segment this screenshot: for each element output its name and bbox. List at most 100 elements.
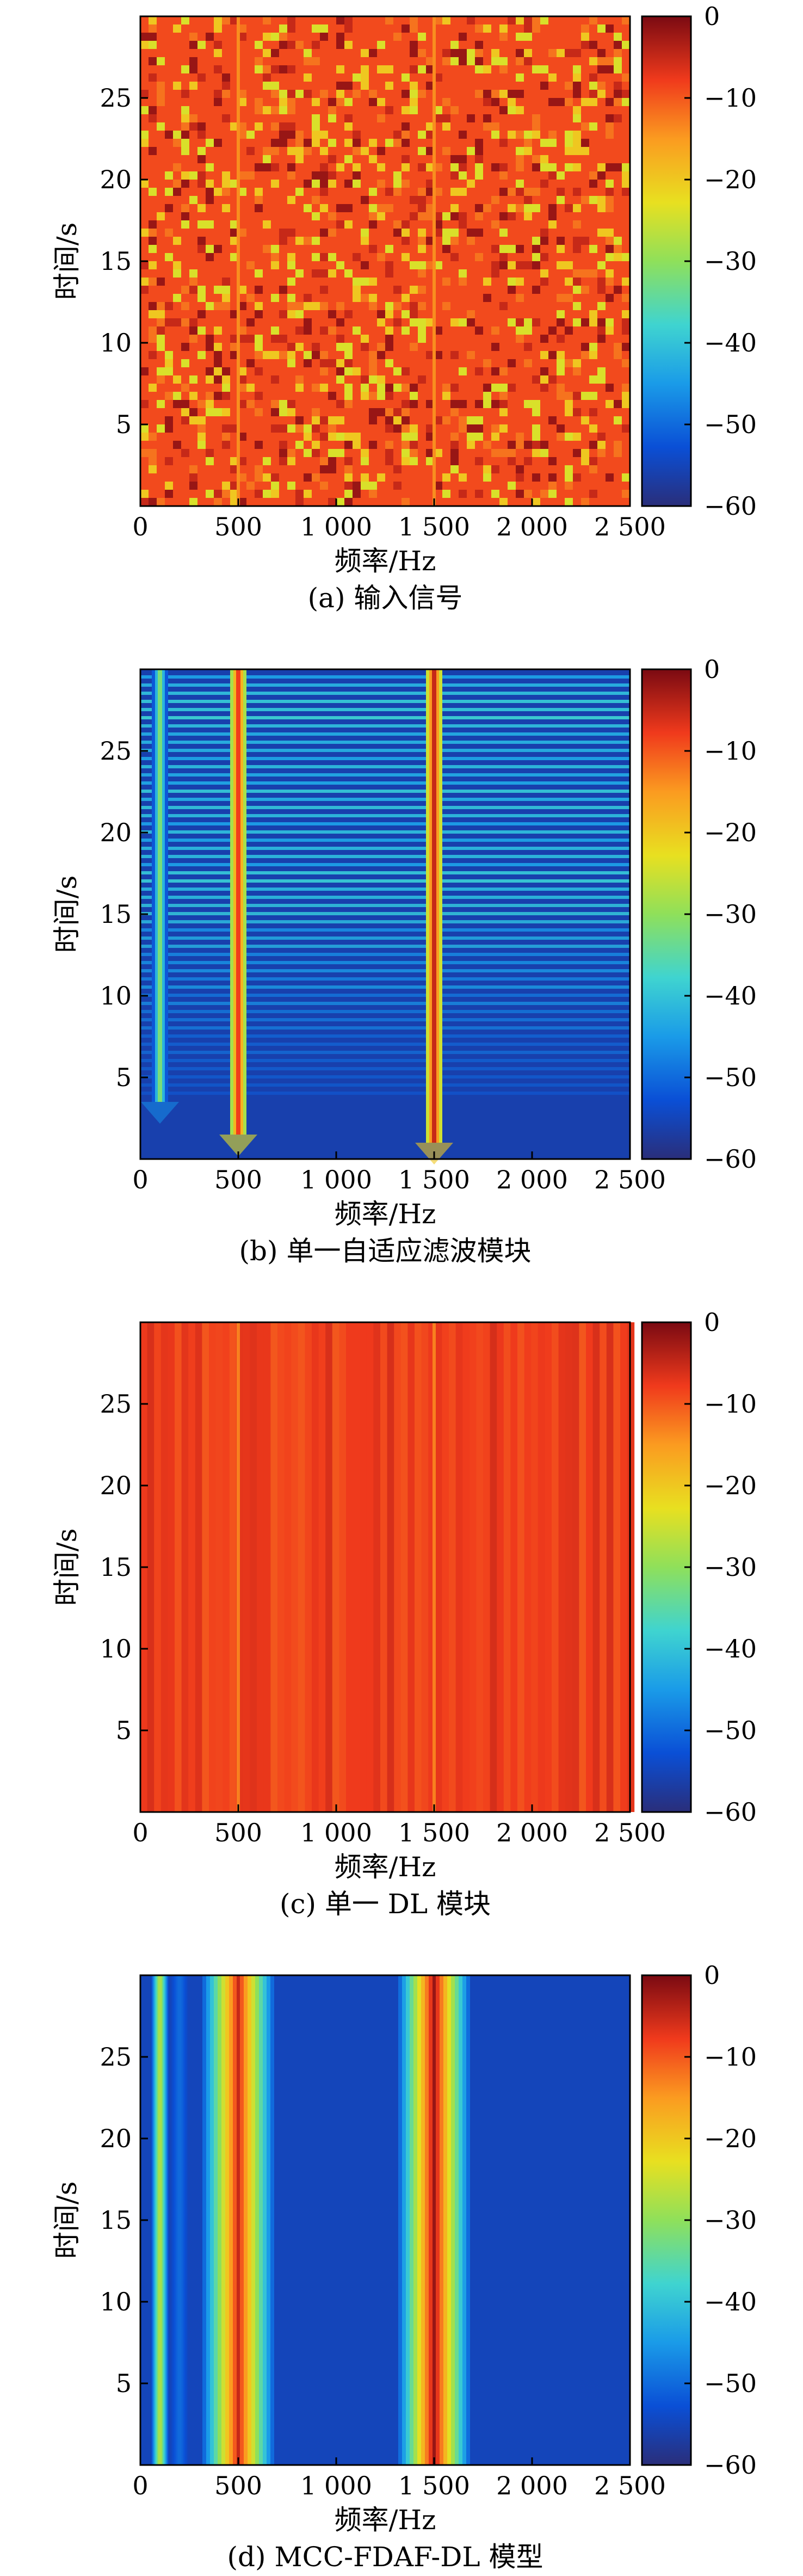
stripe <box>380 1322 388 1812</box>
noise-cell <box>279 400 287 408</box>
noise-cell <box>508 212 516 220</box>
noise-cell <box>557 196 565 204</box>
noise-cell <box>214 392 222 400</box>
spectral-line-100hz <box>141 669 179 1124</box>
noise-cell <box>312 351 320 359</box>
stripe <box>277 1322 285 1812</box>
noise-cell <box>353 490 361 498</box>
noise-cell <box>524 188 532 196</box>
noise-cell <box>597 90 606 98</box>
noise-cell <box>312 269 320 278</box>
noise-cell <box>393 424 402 433</box>
stripe <box>154 1322 162 1812</box>
noise-cell <box>206 335 214 343</box>
noise-cell <box>255 335 263 343</box>
noise-cell <box>532 122 540 131</box>
noise-cell <box>532 155 540 163</box>
noise-cell <box>442 473 450 482</box>
noise-cell <box>238 122 246 131</box>
noise-cell <box>361 237 369 245</box>
noise-cell <box>246 261 255 269</box>
noise-cell <box>173 188 181 196</box>
noise-cell <box>565 163 573 171</box>
noise-cell <box>540 269 548 278</box>
noise-cell <box>557 367 565 375</box>
noise-cell <box>459 490 467 498</box>
noise-cell <box>614 400 622 408</box>
noise-cell <box>475 90 483 98</box>
noise-cell <box>165 392 173 400</box>
noise-cell <box>475 65 483 73</box>
noise-cell <box>197 424 206 433</box>
y-tick-label: 15 <box>100 2205 132 2235</box>
noise-cell <box>393 171 402 180</box>
noise-cell <box>189 122 197 131</box>
noise-cell <box>181 65 189 73</box>
noise-cell <box>304 449 312 457</box>
noise-cell <box>377 343 385 351</box>
noise-cell <box>548 49 557 57</box>
noise-cell <box>222 114 230 122</box>
noise-cell <box>206 220 214 229</box>
spectral-line-1500hz <box>433 16 436 506</box>
stripe <box>503 1322 511 1812</box>
noise-cell <box>287 65 295 73</box>
noise-cell <box>548 163 557 171</box>
noise-cell <box>222 490 230 498</box>
noise-cell <box>206 253 214 261</box>
noise-cell <box>304 318 312 326</box>
noise-cell <box>197 171 206 180</box>
noise-cell <box>418 163 426 171</box>
noise-cell <box>312 416 320 424</box>
noise-cell <box>459 212 467 220</box>
noise-cell <box>402 229 410 237</box>
striation <box>140 871 630 874</box>
noise-cell <box>197 433 206 441</box>
noise-cell <box>336 163 344 171</box>
noise-cell <box>573 204 581 212</box>
striation <box>140 1043 630 1046</box>
noise-cell <box>344 384 353 392</box>
noise-cell <box>165 490 173 498</box>
noise-cell <box>418 375 426 384</box>
noise-cell <box>230 343 238 351</box>
noise-cell <box>581 122 589 131</box>
noise-cell <box>222 482 230 490</box>
noise-cell <box>393 139 402 147</box>
noise-cell <box>361 473 369 482</box>
noise-cell <box>140 139 149 147</box>
noise-cell <box>426 457 434 465</box>
noise-cell <box>548 139 557 147</box>
noise-cell <box>222 294 230 302</box>
noise-cell <box>377 180 385 188</box>
noise-cell <box>597 24 606 33</box>
noise-cell <box>271 245 279 253</box>
noise-cell <box>573 318 581 326</box>
noise-cell <box>434 212 442 220</box>
noise-cell <box>499 139 508 147</box>
noise-cell <box>328 155 336 163</box>
noise-cell <box>614 82 622 90</box>
noise-cell <box>459 188 467 196</box>
noise-cell <box>255 98 263 106</box>
noise-cell <box>499 367 508 375</box>
noise-cell <box>402 237 410 245</box>
noise-cell <box>287 41 295 49</box>
noise-cell <box>524 57 532 65</box>
noise-cell <box>304 294 312 302</box>
noise-cell <box>548 73 557 82</box>
noise-cell <box>271 253 279 261</box>
striation <box>140 969 630 972</box>
y-tick-label: 5 <box>116 1716 132 1745</box>
noise-cell <box>614 98 622 106</box>
noise-cell <box>597 49 606 57</box>
noise-cell <box>557 98 565 106</box>
noise-cell <box>361 229 369 237</box>
noise-cell <box>312 253 320 261</box>
noise-cell <box>369 245 377 253</box>
noise-cell <box>181 16 189 24</box>
noise-cell <box>361 457 369 465</box>
noise-cell <box>573 220 581 229</box>
noise-cell <box>606 269 614 278</box>
noise-cell <box>548 457 557 465</box>
